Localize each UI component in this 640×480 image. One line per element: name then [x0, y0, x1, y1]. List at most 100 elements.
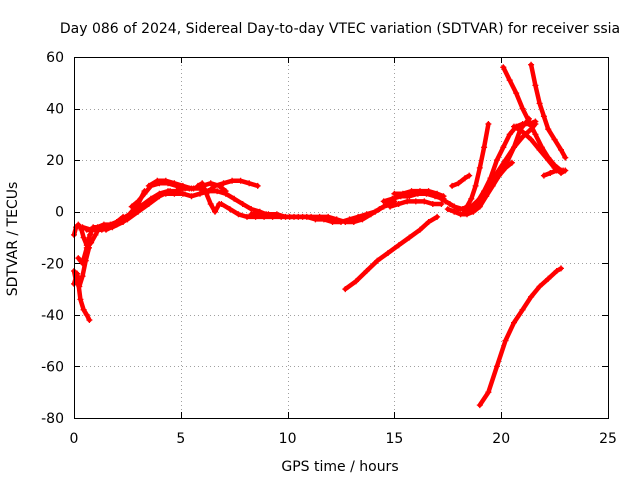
data-point — [558, 146, 564, 153]
data-point — [96, 224, 103, 231]
data-point — [188, 185, 195, 192]
data-point — [404, 198, 411, 205]
data-point — [246, 180, 253, 187]
data-point — [444, 206, 451, 213]
data-point — [451, 203, 458, 210]
data-point — [540, 113, 547, 120]
data-point — [461, 175, 468, 182]
data-point — [506, 77, 513, 84]
data-point — [438, 201, 445, 207]
x-tick-label: 20 — [492, 431, 510, 447]
series-track-21 — [449, 172, 473, 189]
data-point — [496, 172, 503, 179]
data-point — [179, 190, 186, 197]
data-point — [506, 131, 513, 138]
data-point — [75, 255, 82, 262]
data-point — [222, 190, 229, 197]
data-point — [214, 188, 221, 195]
data-point — [545, 275, 552, 282]
data-point — [547, 170, 554, 176]
data-point — [417, 226, 423, 233]
y-tick-label: -60 — [41, 359, 64, 375]
data-point — [376, 206, 383, 213]
data-point — [532, 82, 539, 89]
data-series-layer — [71, 61, 569, 409]
series-track-13 — [387, 198, 445, 210]
data-point — [145, 182, 152, 189]
data-point — [299, 213, 306, 220]
data-point — [449, 182, 456, 189]
data-point — [395, 242, 402, 249]
data-point — [553, 268, 560, 274]
x-tick-label: 15 — [385, 431, 403, 447]
chart-title: Day 086 of 2024, Sidereal Day-to-day VTE… — [60, 21, 620, 37]
data-point — [511, 144, 517, 151]
data-point — [231, 195, 238, 202]
data-point — [350, 219, 357, 225]
data-point — [472, 182, 479, 189]
y-tick-label: 20 — [46, 153, 64, 169]
data-point — [88, 226, 95, 233]
data-point — [560, 167, 567, 174]
x-axis-label: GPS time / hours — [281, 459, 398, 475]
data-point — [421, 198, 428, 205]
data-point — [113, 221, 120, 228]
series-line — [343, 214, 440, 292]
data-point — [359, 216, 366, 223]
series-track-27 — [103, 188, 174, 233]
data-point — [156, 193, 163, 200]
data-point — [493, 363, 500, 370]
data-point — [248, 206, 255, 213]
data-point — [511, 123, 517, 130]
data-point — [135, 208, 142, 215]
data-point — [387, 203, 394, 210]
series-track-25 — [540, 167, 567, 179]
data-point — [481, 144, 488, 151]
x-tick-label: 0 — [70, 431, 79, 447]
data-point — [374, 257, 381, 264]
series-track-26 — [476, 265, 564, 409]
data-point — [282, 213, 289, 220]
data-point — [244, 213, 250, 220]
data-point — [256, 211, 263, 218]
data-point — [406, 193, 413, 200]
data-point — [466, 172, 473, 179]
series-track-28 — [75, 224, 103, 267]
data-point — [342, 219, 349, 225]
data-point — [468, 195, 475, 202]
data-point — [487, 175, 494, 182]
data-point — [212, 208, 218, 215]
data-point — [519, 105, 526, 112]
data-point — [485, 389, 492, 396]
data-point — [363, 268, 370, 274]
data-point — [502, 164, 509, 171]
data-point — [325, 213, 332, 220]
data-point — [188, 193, 195, 200]
data-point — [239, 201, 246, 207]
data-point — [553, 167, 560, 174]
data-point — [455, 180, 462, 187]
data-point — [528, 293, 535, 300]
data-point — [489, 182, 496, 189]
data-point — [87, 231, 93, 238]
data-point — [207, 201, 214, 207]
data-point — [562, 154, 569, 161]
data-point — [429, 201, 436, 207]
data-point — [434, 213, 441, 220]
axis-ticks — [74, 57, 609, 419]
data-point — [86, 317, 93, 323]
data-point — [425, 219, 432, 225]
data-point — [545, 157, 552, 164]
data-point — [380, 198, 387, 205]
data-point — [124, 216, 131, 223]
data-point — [519, 133, 526, 140]
series-track-15 — [342, 213, 441, 293]
data-point — [226, 206, 233, 213]
data-point — [540, 172, 547, 179]
data-point — [308, 213, 315, 220]
data-point — [399, 190, 406, 197]
y-tick-labels: -80 -60 -40 -20 0 20 40 60 — [41, 50, 64, 427]
data-point — [536, 283, 543, 290]
data-point — [199, 180, 206, 187]
